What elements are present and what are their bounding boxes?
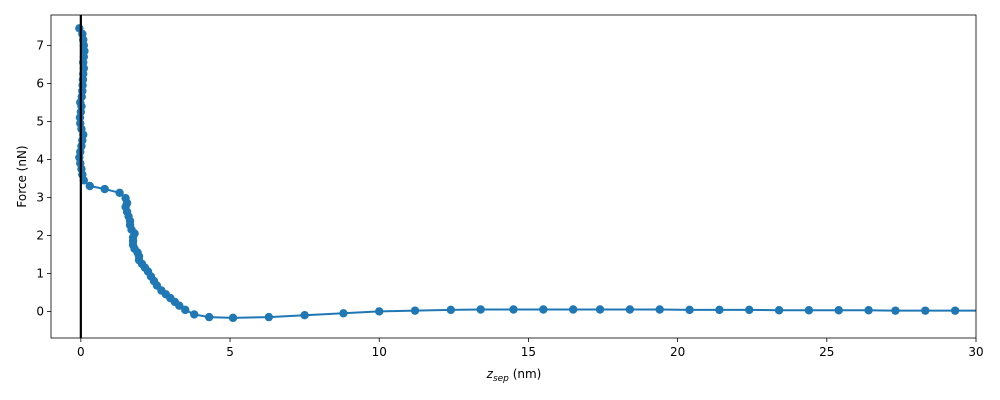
data-point	[181, 305, 190, 315]
data-point	[204, 312, 214, 322]
x-tick-label: 0	[77, 345, 85, 359]
x-axis-label-main: z	[486, 367, 494, 381]
data-point	[595, 305, 605, 314]
data-point	[774, 306, 784, 315]
x-axis-label-subscript: sep	[493, 374, 509, 384]
data-point	[300, 311, 309, 320]
x-axis-ticks: 0 5 10 15 20 25 30	[77, 338, 984, 359]
data-point	[715, 305, 724, 315]
data-point	[864, 306, 873, 315]
plot-data-layer	[75, 15, 989, 338]
data-point	[190, 310, 199, 319]
x-axis-label: zsep (nm)	[486, 367, 542, 384]
data-point	[175, 301, 184, 310]
data-point	[85, 181, 94, 191]
data-point	[685, 305, 694, 315]
data-point	[476, 305, 485, 314]
data-point	[891, 306, 900, 315]
data-point	[568, 305, 578, 314]
data-point	[539, 305, 548, 314]
data-point	[981, 306, 989, 314]
data-point	[950, 306, 960, 315]
series-line	[78, 27, 976, 319]
x-tick-label: 5	[226, 345, 234, 359]
data-point	[410, 306, 420, 315]
data-point	[100, 184, 109, 194]
x-tick-label: 15	[521, 345, 536, 359]
data-point	[625, 305, 635, 314]
data-point	[921, 306, 930, 315]
y-tick-label: 0	[36, 304, 44, 318]
data-point	[655, 305, 664, 314]
y-tick-label: 3	[36, 190, 44, 204]
x-tick-label: 10	[372, 345, 387, 359]
data-point	[804, 306, 814, 315]
x-tick-label: 20	[670, 345, 685, 359]
data-point	[745, 305, 754, 315]
y-tick-label: 6	[36, 76, 44, 90]
y-tick-label: 2	[36, 228, 44, 242]
data-point	[834, 306, 843, 315]
data-point	[264, 312, 274, 322]
data-point	[509, 305, 518, 314]
y-axis-ticks: 0 1 2 3 4 5 6 7	[36, 38, 51, 318]
x-axis-label-unit: (nm)	[509, 367, 541, 381]
data-point	[339, 309, 348, 318]
y-tick-label: 4	[36, 152, 44, 166]
y-tick-label: 1	[36, 266, 44, 280]
x-tick-label: 30	[968, 345, 983, 359]
x-tick-label: 25	[819, 345, 834, 359]
y-axis-label: Force (nN)	[15, 145, 29, 207]
data-point	[228, 313, 238, 323]
y-tick-label: 7	[36, 38, 44, 52]
data-point	[446, 305, 456, 315]
y-tick-label: 5	[36, 114, 44, 128]
plot-frame	[50, 14, 977, 339]
data-point	[115, 188, 124, 198]
data-point	[375, 307, 384, 316]
